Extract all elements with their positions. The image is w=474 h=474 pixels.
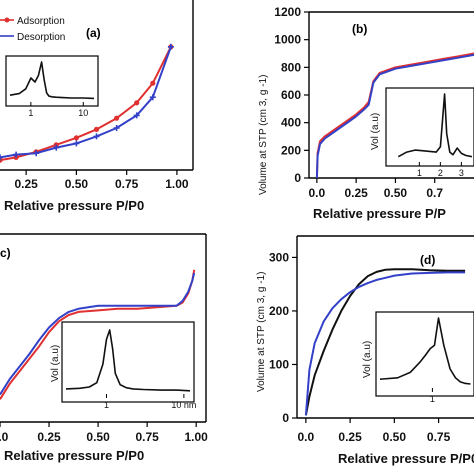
- x-tick-label: 0.50: [65, 177, 89, 191]
- panel-a: 0.25 0.50 0.75 1.00 Relative pressure P/P0 …: [0, 0, 194, 213]
- panel-d-inset-y-label: Vol (a.u): [362, 341, 373, 378]
- legend-desorption-label: Desorption: [17, 32, 65, 43]
- y-tick-label: 600: [281, 88, 301, 102]
- panel-b-inset-y-label: Vol (a.u): [370, 113, 381, 150]
- panel-d-y-ticks: 0 100 200 300: [269, 250, 297, 425]
- series-line-2: [315, 53, 474, 179]
- inset-curve: [65, 329, 191, 392]
- x-tick-label: 0.25: [37, 430, 61, 444]
- panel-b-y-label: Volume at STP (cm 3, g -1): [258, 75, 269, 195]
- inset-curve: [379, 317, 471, 385]
- data-point: [133, 112, 140, 119]
- y-tick-label: 300: [269, 250, 289, 264]
- x-tick-label: 0.0: [298, 430, 315, 444]
- inset-curve: [9, 61, 95, 100]
- data-point: [134, 100, 140, 106]
- panel-d-inset: 1: [379, 317, 471, 404]
- panel-d: 0 100 200 300 0.0 0.25 0.50 0.75 Relative pres…: [256, 235, 474, 466]
- x-tick-label: 0.25: [338, 430, 362, 444]
- panel-d-inset-frame: [375, 311, 474, 397]
- x-tick-label: 0.50: [383, 430, 407, 444]
- panel-d-label: (d): [420, 253, 435, 267]
- x-tick-label: 0.25: [14, 177, 38, 191]
- y-tick-label: 100: [269, 357, 289, 371]
- data-point: [73, 140, 80, 147]
- data-point: [53, 144, 60, 151]
- panel-b-y-ticks: 0 200 400 600 800 1000 1200: [274, 5, 309, 185]
- inset-x-tick-label: 2: [438, 168, 443, 178]
- panel-c-inset-y-label: Vol (a.u): [50, 345, 61, 382]
- x-tick-label: 0.75: [427, 430, 451, 444]
- panel-b-x-ticks: 0.0 0.25 0.50 0.7: [309, 178, 443, 200]
- data-point: [150, 80, 156, 86]
- y-tick-label: 1000: [274, 33, 301, 47]
- panel-b-series: [315, 52, 474, 179]
- panel-a-label: (a): [86, 26, 101, 40]
- panel-a-legend: Adsorption Desorption: [0, 16, 65, 43]
- inset-x-tick-label: 10 nm: [171, 400, 196, 410]
- panel-b-inset-frame: [385, 87, 474, 167]
- data-point: [113, 125, 120, 131]
- y-tick-label: 200: [281, 143, 301, 157]
- panel-c-x-ticks: 0.0 0.25 0.50 0.75 1.00: [0, 422, 208, 444]
- x-tick-label: 0.25: [344, 186, 368, 200]
- data-point: [73, 135, 79, 141]
- panel-c-x-label: Relative pressure P/P0: [4, 448, 144, 463]
- inset-x-tick-label: 1: [104, 400, 109, 410]
- x-tick-label: 0.50: [384, 186, 408, 200]
- series-line-1: [315, 52, 474, 179]
- y-tick-label: 0: [294, 171, 301, 185]
- panel-d-series: [304, 268, 466, 416]
- panel-c-label: c): [0, 246, 11, 260]
- data-point: [114, 115, 120, 121]
- series-line-1: [304, 268, 466, 416]
- series-line-2: [304, 271, 466, 416]
- panel-a-series: [0, 43, 174, 163]
- y-tick-label: 200: [269, 304, 289, 318]
- panel-c-series: [0, 269, 196, 400]
- data-point: [0, 154, 3, 161]
- data-point: [149, 94, 156, 101]
- x-tick-label: 0.50: [86, 430, 110, 444]
- inset-x-tick-label: 3: [459, 168, 464, 178]
- x-tick-label: 0.75: [115, 177, 139, 191]
- panel-a-inset: 1 10: [9, 61, 95, 118]
- panel-c-inset: 1 10 nm: [65, 329, 196, 410]
- x-tick-label: 0.0: [0, 430, 9, 444]
- panel-a-x-label: Relative pressure P/P0: [4, 198, 144, 213]
- panel-c: 0.0 0.25 0.50 0.75 1.00 Relative pressure P/…: [0, 233, 208, 463]
- y-tick-label: 1200: [274, 5, 301, 19]
- panel-d-y-label: Volume at STP (cm 3, g -1): [256, 272, 267, 392]
- panel-a-x-ticks: 0.25 0.50 0.75 1.00: [14, 170, 189, 191]
- x-tick-label: 1.00: [185, 430, 209, 444]
- data-point: [33, 150, 40, 157]
- legend-adsorption-label: Adsorption: [17, 16, 65, 27]
- data-point: [93, 126, 100, 132]
- y-tick-label: 800: [281, 60, 301, 74]
- panel-b-inset: 1 2 3: [397, 93, 473, 178]
- x-tick-label: 0.75: [135, 430, 159, 444]
- series-line-2: [0, 272, 196, 396]
- x-tick-label: 0.0: [309, 186, 326, 200]
- panel-d-x-ticks: 0.0 0.25 0.50 0.75: [298, 418, 451, 444]
- data-point: [13, 151, 20, 158]
- data-point: [93, 133, 100, 140]
- series-line-desorption: [0, 46, 172, 159]
- panel-b-label: (b): [352, 22, 367, 36]
- inset-x-tick-label: 1: [28, 108, 33, 118]
- panel-b: 0 200 400 600 800 1000 1200 0.0 0.25 0.50 0.7 Rel…: [258, 5, 474, 221]
- panel-d-x-label: Relative pressure P/P0: [338, 451, 474, 466]
- y-tick-label: 400: [281, 116, 301, 130]
- panel-b-x-label: Relative pressure P/P: [313, 206, 446, 221]
- legend-adsorption-marker: [4, 17, 10, 23]
- x-tick-label: 0.7: [426, 186, 443, 200]
- inset-x-tick-label: 1: [430, 394, 435, 404]
- inset-x-tick-label: 10: [78, 108, 88, 118]
- y-tick-label: 0: [282, 411, 289, 425]
- x-tick-label: 1.00: [165, 177, 189, 191]
- inset-curve: [397, 93, 473, 158]
- data-point: [167, 43, 174, 50]
- inset-x-tick-label: 1: [417, 168, 422, 178]
